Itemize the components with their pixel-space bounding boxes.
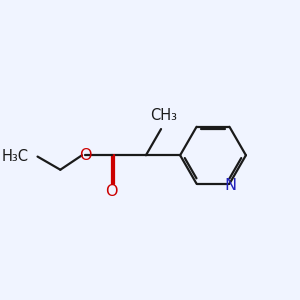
Text: O: O [79,148,92,163]
Text: N: N [225,178,237,193]
Text: H₃C: H₃C [1,149,28,164]
Text: O: O [106,184,118,199]
Text: CH₃: CH₃ [150,108,177,123]
